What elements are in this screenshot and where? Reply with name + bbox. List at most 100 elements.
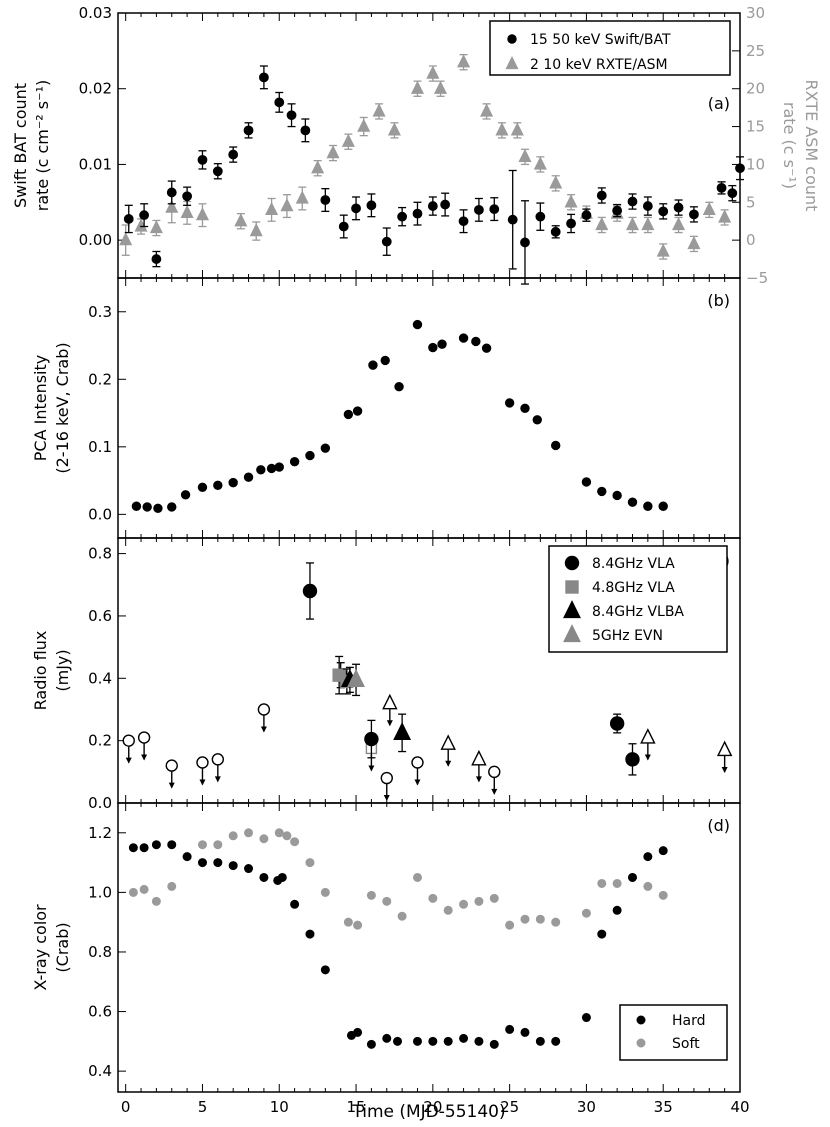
y-axis-label-a-line: Swift BAT count [11,83,30,208]
pca-point [305,450,315,461]
soft-point [167,881,177,891]
upper-limit-circle [211,753,225,766]
y-tick-label: 0.02 [79,80,112,98]
bat-point [627,196,638,207]
hard-point [197,858,207,868]
hard-point [277,872,287,882]
legend-label-c: 8.4GHz VLBA [592,604,684,620]
pca-point [627,497,638,507]
legend-marker-hard [636,1015,646,1025]
upper-limit-arrow-head [386,720,393,727]
asm-point [326,145,340,159]
bat-point [689,209,699,220]
asm-point [433,80,448,94]
hard-point [551,1036,561,1046]
bat-point [197,154,208,165]
asm-point [495,122,509,136]
pca-point [180,490,191,500]
bat-point [182,191,193,202]
upper-limit-triangle [382,693,398,710]
soft-point [305,858,315,868]
y-tick-label: 0.8 [88,545,112,563]
legend-marker-vla84 [564,555,580,571]
hard-point [597,929,607,939]
soft-point [459,899,469,909]
hard-point [612,905,622,915]
upper-limit-arrow-head [141,754,148,761]
pca-point [412,319,423,330]
asm-point [457,54,471,68]
pca-point [228,477,238,488]
upper-limit-arrow-head [721,767,728,773]
y-axis-label-d-line: X-ray color [31,904,50,991]
upper-limit-arrow-head [491,788,498,795]
bat-point [123,214,134,224]
y-tick-label: 0.4 [88,1062,112,1080]
upper-limit-arrow-head [168,782,175,789]
pca-point [197,482,208,493]
soft-point [382,896,392,906]
soft-point [443,905,453,915]
asm-point [641,216,655,231]
soft-point [505,920,515,930]
asm-point [387,122,401,136]
upper-limit-circle [380,771,393,785]
hard-point [320,965,330,975]
pca-point [153,503,163,513]
soft-point [320,887,330,897]
bat-point [581,210,592,221]
legend-marker-asm [505,55,519,70]
bat-point [166,187,177,198]
legend-label-c: 8.4GHz VLA [592,556,675,572]
soft-point [428,893,438,903]
bat-point [735,163,745,174]
x-tick-label: 15 [347,1098,366,1116]
asm-point [410,80,425,94]
legend-c: 8.4GHz VLA 4.8GHz VLA 8.4GHz VLBA 5GHz EVN [548,545,728,653]
soft-point [228,831,238,841]
pca-point [532,415,542,425]
y-axis-label-b-line: PCA Intensity [31,355,50,462]
asm-point [357,118,371,132]
radio-point-vlba [393,721,412,740]
legend-a: 15 50 keV Swift/BAT 2 10 keV RXTE/ASM [489,20,731,76]
upper-limit-circle [122,734,135,747]
soft-point [151,896,161,906]
asm-point [702,201,716,216]
upper-limit-triangle [716,740,733,757]
y2-axis-label-line: rate (c s⁻¹) [780,102,799,189]
series-hard [128,840,668,1049]
upper-limit-arrow-head [644,754,651,761]
asm-point [533,156,547,170]
pca-point [352,406,363,416]
asm-point [249,223,263,237]
legend-marker-vla48 [565,580,579,594]
pca-point [597,486,607,497]
pca-point [368,360,378,370]
bat-point [489,204,500,215]
y-tick-label: 1.0 [88,883,112,901]
pca-point [167,502,177,512]
upper-limit-arrow-head [214,776,221,783]
soft-point [658,890,668,900]
pca-point [520,403,530,414]
panel-frame-d [117,802,741,1093]
y-tick-label: 0.2 [88,370,112,388]
soft-point [520,914,530,924]
soft-point [244,828,254,838]
y2-tick-label: 25 [746,42,765,60]
bat-point [440,199,451,210]
asm-point [372,103,386,117]
hard-point [213,858,223,868]
y-axis-label-b: PCA Intensity (2-16 keV, Crab) [31,342,72,473]
soft-point [643,881,653,891]
soft-point [535,914,545,924]
hard-point [353,1027,363,1037]
bat-point [259,72,269,83]
legend-marker-bat [507,34,517,44]
upper-limit-arrow-head [475,776,482,783]
soft-point [551,917,561,927]
upper-limit-arrow-head [368,765,375,772]
hard-point [259,872,269,882]
